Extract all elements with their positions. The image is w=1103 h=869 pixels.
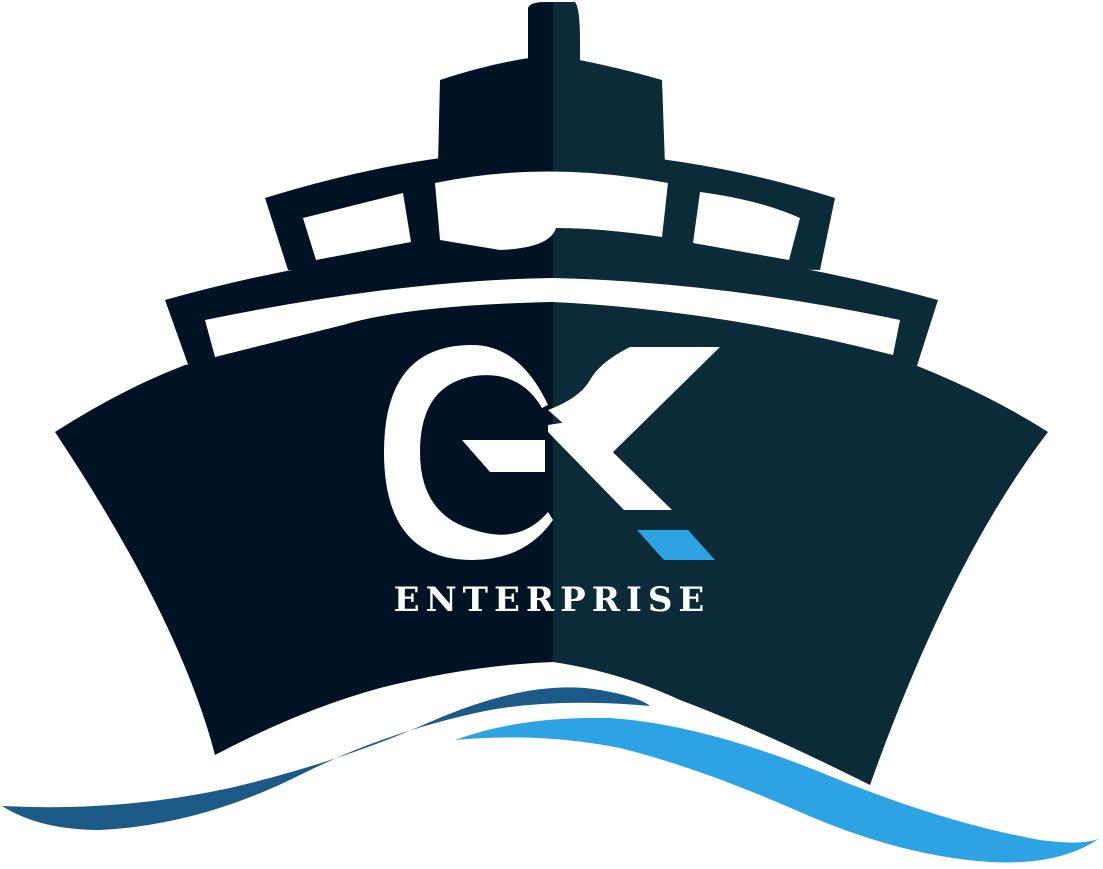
ship-windows xyxy=(205,171,900,357)
ship-stack-right xyxy=(553,55,665,165)
monogram-k-leg xyxy=(548,420,672,510)
monogram-g-ring xyxy=(384,345,553,560)
window-lower-band xyxy=(205,278,900,357)
wave-dark-icon xyxy=(2,687,650,830)
monogram-accent xyxy=(637,530,715,560)
window-upper-left xyxy=(303,193,411,260)
gk-monogram xyxy=(384,345,720,560)
wordmark-enterprise: ENTERPRISE xyxy=(394,580,711,620)
wave-light-icon xyxy=(455,717,1100,863)
ship-hull-right xyxy=(553,300,1048,785)
monogram-g-bar xyxy=(462,440,545,472)
window-upper-right xyxy=(693,192,800,260)
ship-hull-left xyxy=(55,300,553,755)
ship-stack-left xyxy=(438,55,553,165)
ship-silhouette xyxy=(55,2,1048,785)
sea-waves xyxy=(2,687,1100,863)
monogram-k-arm xyxy=(548,347,720,455)
window-upper-center xyxy=(435,171,668,250)
